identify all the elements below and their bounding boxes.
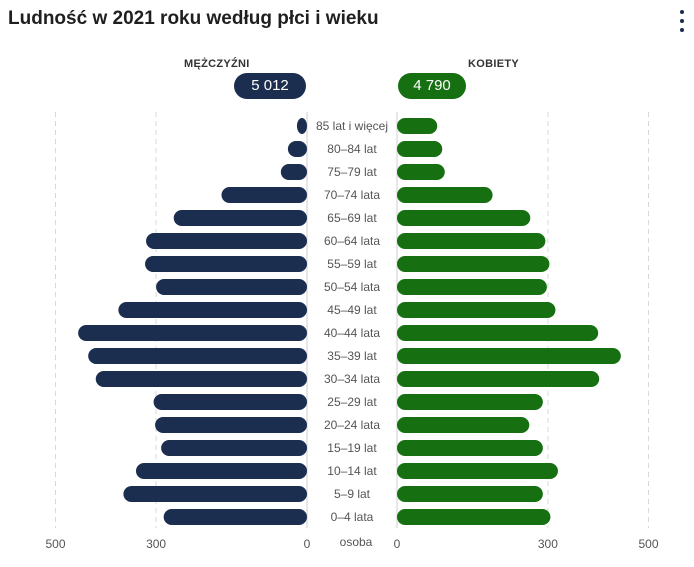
bar-male[interactable] <box>156 279 307 295</box>
bar-male[interactable] <box>123 486 307 502</box>
category-label: 60–64 lata <box>324 234 380 248</box>
x-tick-label: 0 <box>394 537 401 551</box>
category-label: 35–39 lat <box>327 349 377 363</box>
bar-male[interactable] <box>95 371 308 387</box>
bar-male[interactable] <box>88 348 307 364</box>
bar-male[interactable] <box>146 233 307 249</box>
male-total-label: MĘŻCZYŹNI <box>184 58 250 70</box>
bar-female[interactable] <box>397 187 493 203</box>
category-label: 20–24 lata <box>324 418 380 432</box>
bar-female[interactable] <box>397 256 550 272</box>
x-tick-label: 500 <box>638 537 658 551</box>
bar-female[interactable] <box>397 118 438 134</box>
category-label: 5–9 lat <box>334 487 371 501</box>
x-unit-label: osoba <box>340 535 373 549</box>
category-label: 10–14 lat <box>327 464 377 478</box>
x-tick-label: 0 <box>304 537 311 551</box>
bar-female[interactable] <box>397 348 621 364</box>
category-label: 65–69 lat <box>327 211 377 225</box>
bar-female[interactable] <box>397 325 599 341</box>
bar-female[interactable] <box>397 279 547 295</box>
category-label: 75–79 lat <box>327 165 377 179</box>
bar-female[interactable] <box>397 233 546 249</box>
more-options-icon[interactable] <box>678 10 686 32</box>
bar-female[interactable] <box>397 302 556 318</box>
x-tick-label: 300 <box>538 537 558 551</box>
bar-male[interactable] <box>118 302 307 318</box>
category-label: 55–59 lat <box>327 257 377 271</box>
bar-male[interactable] <box>155 417 307 433</box>
bar-female[interactable] <box>397 141 443 157</box>
category-label: 70–74 lata <box>324 188 380 202</box>
category-label: 15–19 lat <box>327 441 377 455</box>
category-label: 30–34 lata <box>324 372 380 386</box>
bar-female[interactable] <box>397 210 531 226</box>
category-label: 40–44 lata <box>324 326 380 340</box>
category-label: 0–4 lata <box>331 510 374 524</box>
bar-female[interactable] <box>397 486 543 502</box>
bar-male[interactable] <box>280 164 307 180</box>
bar-male[interactable] <box>163 509 307 525</box>
bar-female[interactable] <box>397 440 543 456</box>
bar-male[interactable] <box>287 141 307 157</box>
bar-male[interactable] <box>221 187 307 203</box>
bar-female[interactable] <box>397 417 530 433</box>
female-total-label: KOBIETY <box>468 58 519 70</box>
x-tick-label: 300 <box>146 537 166 551</box>
bar-female[interactable] <box>397 509 551 525</box>
bar-male[interactable] <box>135 463 307 479</box>
bar-male[interactable] <box>153 394 307 410</box>
category-label: 80–84 lat <box>327 142 377 156</box>
bar-female[interactable] <box>397 394 543 410</box>
bar-female[interactable] <box>397 371 600 387</box>
bar-female[interactable] <box>397 463 558 479</box>
category-label: 85 lat i więcej <box>316 119 388 133</box>
bar-male[interactable] <box>173 210 307 226</box>
chart-title: Ludność w 2021 roku według płci i wieku <box>8 8 379 29</box>
category-label: 25–29 lat <box>327 395 377 409</box>
bar-male[interactable] <box>296 118 307 134</box>
male-total-badge: 5 012 <box>234 73 306 99</box>
bar-male[interactable] <box>161 440 307 456</box>
female-total-badge: 4 790 <box>398 73 466 99</box>
bar-male[interactable] <box>145 256 307 272</box>
bar-male[interactable] <box>78 325 307 341</box>
category-label: 45–49 lat <box>327 303 377 317</box>
x-tick-label: 500 <box>45 537 65 551</box>
category-label: 50–54 lata <box>324 280 380 294</box>
bar-female[interactable] <box>397 164 445 180</box>
